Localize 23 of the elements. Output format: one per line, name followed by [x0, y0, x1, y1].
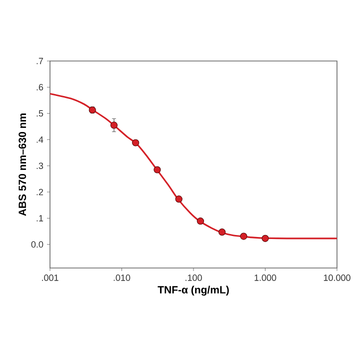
y-tick-label: 0.0	[31, 241, 44, 248]
x-tick-label: 10.000	[324, 274, 350, 281]
y-tick-label: .6	[36, 84, 44, 90]
point	[262, 234, 269, 242]
y-tick-label: .3	[36, 162, 44, 170]
y-tick-label: .2	[36, 188, 44, 196]
point	[196, 218, 204, 225]
point	[175, 196, 182, 203]
point	[154, 166, 161, 174]
point	[132, 139, 140, 146]
x-axis-title: TNF-α (ng/mL)	[158, 286, 229, 296]
y-tick-label: .4	[36, 136, 44, 143]
y-tick-label: .7	[36, 58, 44, 64]
x-tick-label: .100	[186, 274, 202, 281]
point	[218, 228, 226, 236]
x-tick-label: .010	[114, 274, 130, 281]
point	[110, 122, 118, 129]
x-tick-label: 1.000	[254, 274, 276, 281]
y-tick-label: .1	[36, 215, 44, 222]
y-axis-title: ABS 570 nm–630 nm	[18, 114, 26, 216]
y-tick-label: .5	[36, 110, 44, 117]
point	[240, 232, 248, 240]
x-tick-label: .001	[42, 274, 58, 281]
